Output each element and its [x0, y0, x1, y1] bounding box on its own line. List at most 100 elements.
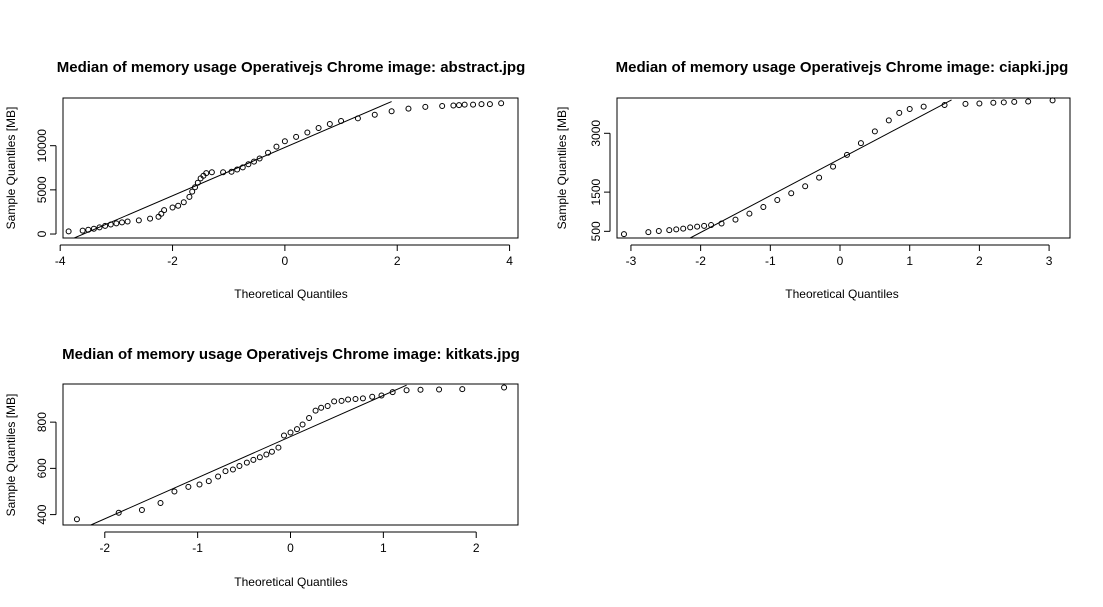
x-tick-label: 4: [506, 254, 513, 268]
data-point: [338, 397, 345, 404]
data-points: [65, 100, 505, 238]
data-point: [701, 222, 708, 229]
data-point: [265, 149, 272, 156]
qq-plot-kitkats: Median of memory usage Operativejs Chrom…: [4, 346, 520, 589]
data-point: [459, 386, 466, 393]
plot-frame: [62, 97, 519, 239]
data-point: [124, 218, 131, 225]
qq-reference-line: [90, 384, 407, 525]
data-point: [478, 101, 485, 108]
x-tick-label: 0: [837, 254, 844, 268]
data-point: [318, 404, 325, 411]
data-point: [312, 407, 319, 414]
x-tick-label: 2: [473, 541, 480, 555]
data-point: [196, 481, 203, 488]
data-point: [403, 387, 410, 394]
data-point: [281, 432, 287, 439]
data-point: [470, 101, 477, 108]
data-point: [215, 473, 222, 480]
data-point: [299, 421, 306, 428]
data-point: [281, 138, 288, 145]
data-point: [192, 184, 199, 191]
data-point: [417, 386, 424, 393]
data-point: [222, 468, 229, 475]
data-point: [180, 199, 187, 206]
data-point: [687, 224, 694, 231]
data-point: [256, 155, 263, 162]
data-point: [90, 225, 97, 232]
data-point: [405, 105, 412, 112]
data-point: [1011, 98, 1018, 105]
data-point: [498, 100, 505, 107]
x-tick-label: -1: [765, 254, 776, 268]
y-tick-label: 3000: [589, 120, 603, 147]
axis-ticks: -2 -1 0 1 2 400 600 800: [35, 412, 480, 555]
data-point: [389, 389, 396, 396]
data-point: [371, 111, 378, 118]
data-point: [304, 129, 311, 136]
data-point: [155, 213, 162, 220]
data-point: [250, 456, 257, 463]
axis-ticks: -4 -2 0 2 4 0 5000 10000: [35, 129, 513, 268]
data-point: [326, 121, 333, 128]
y-tick-label: 10000: [35, 129, 49, 163]
y-tick-label: 400: [35, 504, 49, 524]
data-point: [157, 500, 164, 507]
y-tick-label: 5000: [35, 176, 49, 203]
data-point: [294, 426, 300, 433]
data-point: [138, 506, 145, 513]
data-point: [378, 392, 385, 399]
data-point: [456, 102, 463, 109]
data-point: [666, 227, 673, 234]
data-point: [96, 224, 103, 231]
y-tick-label: 600: [35, 458, 49, 478]
data-point: [830, 163, 837, 170]
data-point: [673, 226, 680, 233]
data-point: [220, 169, 227, 176]
data-point: [843, 151, 850, 158]
y-axis-label: Sample Quantiles [MB]: [4, 107, 18, 230]
data-point: [885, 117, 892, 124]
data-point: [694, 223, 701, 230]
data-point: [229, 466, 236, 473]
data-point: [287, 429, 294, 436]
y-axis-label: Sample Quantiles [MB]: [555, 107, 569, 230]
x-axis-label: Theoretical Quantiles: [785, 287, 898, 301]
x-tick-label: 0: [287, 541, 294, 555]
data-point: [65, 228, 72, 235]
data-point: [79, 227, 86, 234]
data-point: [369, 393, 376, 400]
qq-reference-line: [689, 99, 952, 238]
x-tick-label: 2: [976, 254, 983, 268]
data-point: [73, 516, 80, 523]
data-point: [388, 108, 395, 115]
data-point: [194, 179, 201, 186]
data-points: [620, 97, 1056, 238]
data-point: [275, 444, 282, 451]
data-point: [990, 99, 997, 106]
x-tick-label: 1: [906, 254, 913, 268]
data-point: [962, 100, 969, 107]
data-point: [315, 125, 322, 132]
x-tick-label: 2: [394, 254, 401, 268]
data-point: [113, 220, 120, 227]
data-point: [1025, 98, 1032, 105]
data-point: [708, 222, 715, 229]
x-tick-label: 0: [282, 254, 289, 268]
data-point: [896, 109, 903, 116]
x-tick-label: -2: [99, 541, 110, 555]
qq-plot-ciapki: Median of memory usage Operativejs Chrom…: [555, 59, 1071, 301]
data-point: [268, 448, 275, 455]
data-point: [250, 158, 257, 165]
data-point: [175, 202, 182, 209]
data-point: [118, 219, 125, 226]
data-point: [359, 395, 366, 402]
data-point: [439, 102, 446, 109]
data-point: [245, 161, 252, 168]
data-point: [208, 169, 215, 176]
data-point: [331, 398, 338, 405]
x-tick-label: -1: [192, 541, 203, 555]
data-point: [501, 384, 508, 391]
data-point: [239, 164, 246, 171]
